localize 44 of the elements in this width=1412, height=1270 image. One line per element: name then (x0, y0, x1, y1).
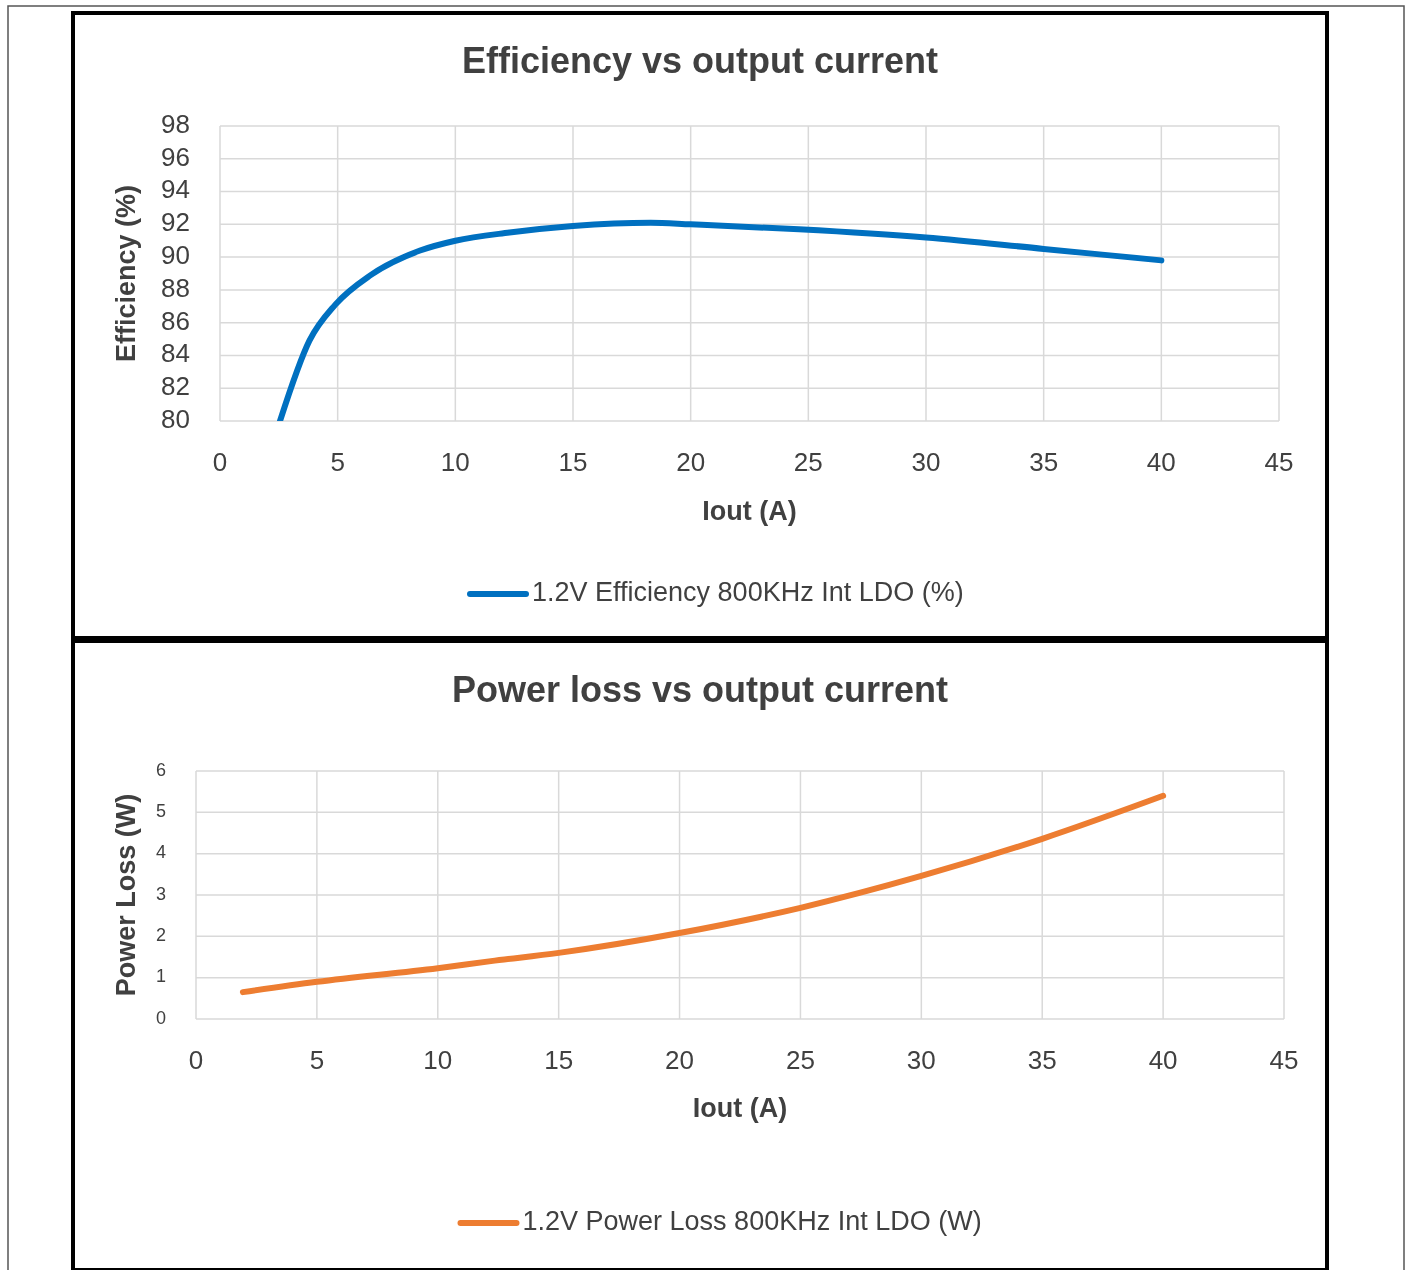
legend-label: 1.2V Power Loss 800KHz Int LDO (W) (522, 1206, 982, 1237)
y-tick-label: 94 (161, 174, 190, 205)
y-axis-title: Efficiency (%) (111, 184, 142, 363)
y-axis-title: Power Loss (W) (111, 793, 142, 997)
x-tick-label: 40 (1146, 446, 1176, 477)
x-tick-label: 20 (665, 1044, 695, 1075)
x-tick-label: 30 (911, 446, 941, 477)
y-tick-label: 88 (161, 272, 190, 303)
y-tick-label: 1 (155, 966, 166, 987)
x-tick-label: 45 (1264, 446, 1294, 477)
x-tick-label: 25 (785, 1044, 815, 1075)
x-tick-label: 30 (906, 1044, 936, 1075)
x-tick-label: 15 (544, 1044, 574, 1075)
x-tick-label: 35 (1029, 446, 1059, 477)
x-tick-label: 0 (212, 446, 228, 477)
x-tick-label: 20 (676, 446, 706, 477)
legend-label: 1.2V Efficiency 800KHz Int LDO (%) (532, 577, 964, 608)
x-tick-label: 40 (1148, 1044, 1178, 1075)
y-tick-label: 4 (155, 842, 166, 863)
y-tick-label: 92 (161, 207, 190, 238)
x-tick-label: 35 (1027, 1044, 1057, 1075)
x-tick-label: 5 (330, 446, 345, 477)
x-tick-label: 15 (558, 446, 588, 477)
x-tick-label: 5 (309, 1044, 325, 1075)
y-tick-label: 84 (161, 338, 190, 369)
x-tick-label: 45 (1269, 1044, 1299, 1075)
y-tick-label: 98 (161, 108, 190, 139)
y-tick-label: 3 (155, 883, 166, 904)
y-tick-label: 86 (161, 305, 190, 336)
y-tick-label: 96 (161, 141, 190, 172)
y-tick-label: 90 (161, 239, 190, 270)
y-tick-label: 80 (161, 403, 190, 434)
y-tick-label: 0 (155, 1007, 166, 1028)
chart-title: Efficiency vs output current (461, 39, 939, 81)
y-tick-label: 82 (161, 371, 190, 402)
x-tick-label: 10 (440, 446, 470, 477)
x-axis-title: Iout (A) (692, 1093, 788, 1124)
x-axis-title: Iout (A) (702, 496, 797, 527)
x-tick-label: 10 (423, 1044, 453, 1075)
y-tick-label: 2 (155, 925, 166, 946)
y-tick-label: 6 (155, 759, 166, 780)
y-tick-label: 5 (155, 801, 166, 822)
chart-title: Power loss vs output current (451, 668, 949, 710)
x-tick-label: 25 (793, 446, 823, 477)
